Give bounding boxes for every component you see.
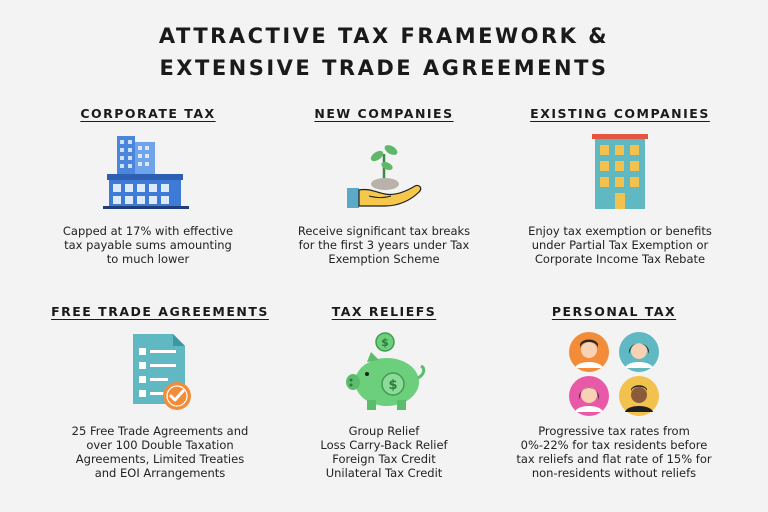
description-line: Unilateral Tax Credit — [325, 466, 443, 480]
hand-with-seedling-icon — [347, 145, 422, 208]
section-new-companies: NEW COMPANIES Receive significant tax br… — [256, 103, 512, 266]
section-corporate-tax: CORPORATE TAX Capped at 17% with effecti… — [20, 103, 276, 266]
description-line: Progressive tax rates from — [538, 424, 690, 438]
building-icon — [592, 134, 648, 209]
section-description: Group Relief Loss Carry-Back Relief Fore… — [269, 424, 499, 480]
piggy-bank-icon: $ $ — [346, 332, 426, 410]
description-line: 0%-22% for tax residents before — [520, 438, 708, 452]
section-personal-tax: PERSONAL TAX Progressive tax rates from … — [486, 301, 742, 480]
description-line: 25 Free Trade Agreements and — [71, 424, 249, 438]
description-line: tax reliefs and flat rate of 15% for — [516, 452, 712, 466]
section-existing-companies: EXISTING COMPANIES Enjoy tax exemption o… — [492, 103, 748, 266]
office-buildings-icon — [103, 136, 189, 209]
page-title: ATTRACTIVE TAX FRAMEWORK & EXTENSIVE TRA… — [0, 20, 768, 84]
description-line: under Partial Tax Exemption or — [531, 238, 709, 252]
section-description: 25 Free Trade Agreements and over 100 Do… — [45, 424, 275, 480]
description-line: Exemption Scheme — [328, 252, 440, 266]
description-line: Group Relief — [348, 424, 420, 438]
svg-text:$: $ — [388, 378, 397, 393]
section-description: Enjoy tax exemption or benefits under Pa… — [505, 224, 735, 266]
description-line: Foreign Tax Credit — [332, 452, 436, 466]
section-heading: CORPORATE TAX — [80, 106, 216, 121]
section-description: Progressive tax rates from 0%-22% for ta… — [499, 424, 729, 480]
section-heading: EXISTING COMPANIES — [530, 106, 710, 121]
title-line-1: ATTRACTIVE TAX FRAMEWORK & — [158, 24, 610, 48]
description-line: Corporate Income Tax Rebate — [534, 252, 706, 266]
checklist-document-icon — [133, 334, 191, 410]
section-description: Capped at 17% with effective tax payable… — [33, 224, 263, 266]
description-line: over 100 Double Taxation — [86, 438, 234, 452]
description-line: and EOI Arrangements — [94, 466, 226, 480]
section-tax-reliefs: TAX RELIEFS $ $ Group Relief Loss Carry-… — [256, 301, 512, 480]
section-free-trade-agreements: FREE TRADE AGREEMENTS 25 Free Trade Agre… — [32, 301, 288, 480]
description-line: Receive significant tax breaks — [297, 224, 471, 238]
section-description: Receive significant tax breaks for the f… — [269, 224, 499, 266]
description-line: for the first 3 years under Tax — [298, 238, 470, 252]
svg-text:$: $ — [381, 336, 389, 349]
description-line: Enjoy tax exemption or benefits — [528, 224, 712, 238]
section-heading: FREE TRADE AGREEMENTS — [51, 304, 269, 319]
section-heading: NEW COMPANIES — [314, 106, 454, 121]
section-heading: PERSONAL TAX — [551, 304, 677, 319]
section-heading: TAX RELIEFS — [331, 304, 437, 319]
title-line-2: EXTENSIVE TRADE AGREEMENTS — [159, 56, 609, 80]
description-line: Agreements, Limited Treaties — [75, 452, 245, 466]
description-line: Capped at 17% with effective — [62, 224, 234, 238]
description-line: non-residents without reliefs — [531, 466, 697, 480]
description-line: tax payable sums amounting — [64, 238, 232, 252]
description-line: to much lower — [106, 252, 190, 266]
description-line: Loss Carry-Back Relief — [320, 438, 448, 452]
people-avatars-icon — [569, 332, 659, 416]
